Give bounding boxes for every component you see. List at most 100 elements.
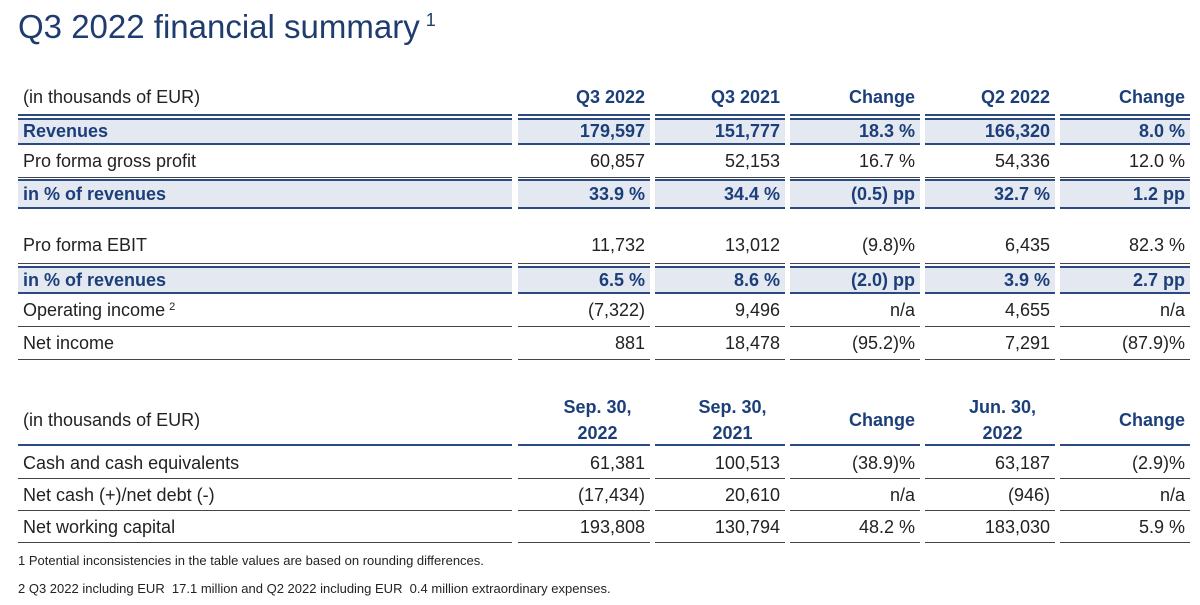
header-text: Change bbox=[848, 86, 915, 107]
cell-text: 18,478 bbox=[724, 333, 780, 353]
header-text: Sep. 30, 2022 bbox=[563, 397, 632, 443]
cell-text: (2.0) pp bbox=[850, 269, 915, 290]
header-cell: Sep. 30, 2022 bbox=[518, 396, 650, 446]
value-cell: 33.9 % bbox=[518, 179, 650, 209]
cell-text: 7,291 bbox=[1004, 333, 1050, 353]
cell-text: 12.0 % bbox=[1128, 151, 1185, 171]
cell-text: 8.0 % bbox=[1138, 121, 1185, 141]
header-cell: Change bbox=[1060, 80, 1190, 116]
row-label: Net income bbox=[18, 328, 512, 360]
cell-text: 193,808 bbox=[579, 516, 645, 537]
cell-text: 6.5 % bbox=[598, 269, 645, 290]
header-cell: Change bbox=[790, 80, 920, 116]
cell-text: 60,857 bbox=[589, 151, 645, 171]
value-cell: (17,434) bbox=[518, 480, 650, 511]
cell-text: (946) bbox=[1007, 484, 1050, 505]
value-cell: 130,794 bbox=[655, 512, 785, 543]
header-text: Q2 2022 bbox=[980, 86, 1050, 107]
header-cell: Q3 2021 bbox=[655, 80, 785, 116]
value-cell: 82.3 % bbox=[1060, 228, 1190, 264]
cell-text: n/a bbox=[1159, 484, 1185, 505]
row-label: Pro forma EBIT bbox=[18, 228, 512, 264]
cell-text: 3.9 % bbox=[1003, 269, 1050, 290]
value-cell: 48.2 % bbox=[790, 512, 920, 543]
value-cell: 52,153 bbox=[655, 146, 785, 178]
value-cell: 151,777 bbox=[655, 118, 785, 145]
cell-text: (17,434) bbox=[577, 484, 645, 505]
header-cell: (in thousands of EUR) bbox=[18, 80, 512, 116]
value-cell: 32.7 % bbox=[925, 179, 1055, 209]
cell-text: 100,513 bbox=[714, 452, 780, 473]
value-cell: 1.2 pp bbox=[1060, 179, 1190, 209]
value-cell: (38.9)% bbox=[790, 448, 920, 479]
cell-text: n/a bbox=[1159, 300, 1185, 320]
value-cell: 11,732 bbox=[518, 228, 650, 264]
value-cell: 20,610 bbox=[655, 480, 785, 511]
header-text: (in thousands of EUR) bbox=[23, 409, 201, 430]
row-label: Operating income 2 bbox=[18, 295, 512, 327]
cell-text: Pro forma gross profit bbox=[23, 151, 197, 171]
cell-text: 20,610 bbox=[724, 484, 780, 505]
row-label: Revenues bbox=[18, 118, 512, 145]
header-text: Change bbox=[1118, 86, 1185, 107]
cell-text: n/a bbox=[889, 484, 915, 505]
header-text: Change bbox=[848, 410, 915, 430]
value-cell: 100,513 bbox=[655, 448, 785, 479]
row-label: Pro forma gross profit bbox=[18, 146, 512, 178]
cell-text: 32.7 % bbox=[993, 183, 1050, 204]
value-cell: 18.3 % bbox=[790, 118, 920, 145]
value-cell: n/a bbox=[1060, 480, 1190, 511]
cell-text: Cash and cash equivalents bbox=[23, 452, 240, 473]
header-text: Sep. 30, 2021 bbox=[698, 397, 767, 443]
value-cell: 2.7 pp bbox=[1060, 266, 1190, 294]
value-cell: 12.0 % bbox=[1060, 146, 1190, 178]
value-cell: (9.8)% bbox=[790, 228, 920, 264]
header-text: Change bbox=[1118, 410, 1185, 430]
cell-text: 48.2 % bbox=[858, 516, 915, 537]
row-label: in % of revenues bbox=[18, 179, 512, 209]
value-cell: 881 bbox=[518, 328, 650, 360]
cell-text: (95.2)% bbox=[851, 333, 915, 353]
value-cell: (7,322) bbox=[518, 295, 650, 327]
value-cell: n/a bbox=[1060, 295, 1190, 327]
cell-text: n/a bbox=[889, 300, 915, 320]
title-text: Q3 2022 financial summary bbox=[18, 8, 420, 45]
row-label: Cash and cash equivalents bbox=[18, 448, 512, 479]
cell-text: 11,732 bbox=[591, 235, 645, 255]
cell-text: 34.4 % bbox=[723, 183, 780, 204]
value-cell: 61,381 bbox=[518, 448, 650, 479]
value-cell: 7,291 bbox=[925, 328, 1055, 360]
value-cell: (95.2)% bbox=[790, 328, 920, 360]
value-cell: 54,336 bbox=[925, 146, 1055, 178]
value-cell: (87.9)% bbox=[1060, 328, 1190, 360]
cell-text: in % of revenues bbox=[23, 269, 167, 290]
cell-text: 18.3 % bbox=[858, 121, 915, 141]
value-cell: 6.5 % bbox=[518, 266, 650, 294]
header-cell: (in thousands of EUR) bbox=[18, 396, 512, 446]
cell-text: (0.5) pp bbox=[850, 183, 915, 204]
cell-text: (2.9)% bbox=[1131, 452, 1185, 473]
value-cell: 16.7 % bbox=[790, 146, 920, 178]
header-text: Q3 2022 bbox=[575, 86, 645, 107]
header-text: (in thousands of EUR) bbox=[23, 86, 201, 107]
row-label: Net cash (+)/net debt (-) bbox=[18, 480, 512, 511]
value-cell: 5.9 % bbox=[1060, 512, 1190, 543]
header-cell: Q3 2022 bbox=[518, 80, 650, 116]
cell-text: Pro forma EBIT bbox=[23, 235, 148, 255]
row-label: Net working capital bbox=[18, 512, 512, 543]
cell-text: Net cash (+)/net debt (-) bbox=[23, 484, 215, 505]
value-cell: (946) bbox=[925, 480, 1055, 511]
cell-text: 130,794 bbox=[714, 516, 780, 537]
value-cell: 183,030 bbox=[925, 512, 1055, 543]
header-cell: Change bbox=[790, 396, 920, 446]
value-cell: 8.6 % bbox=[655, 266, 785, 294]
cell-text: Net working capital bbox=[23, 516, 176, 537]
cell-text: 5.9 % bbox=[1138, 516, 1185, 537]
header-cell: Q2 2022 bbox=[925, 80, 1055, 116]
cell-text: 82.3 % bbox=[1128, 235, 1185, 255]
cell-text: 1.2 pp bbox=[1132, 183, 1185, 204]
cell-text: 33.9 % bbox=[588, 183, 645, 204]
cell-text: Operating income bbox=[23, 300, 166, 320]
cell-text: Revenues bbox=[23, 121, 109, 141]
